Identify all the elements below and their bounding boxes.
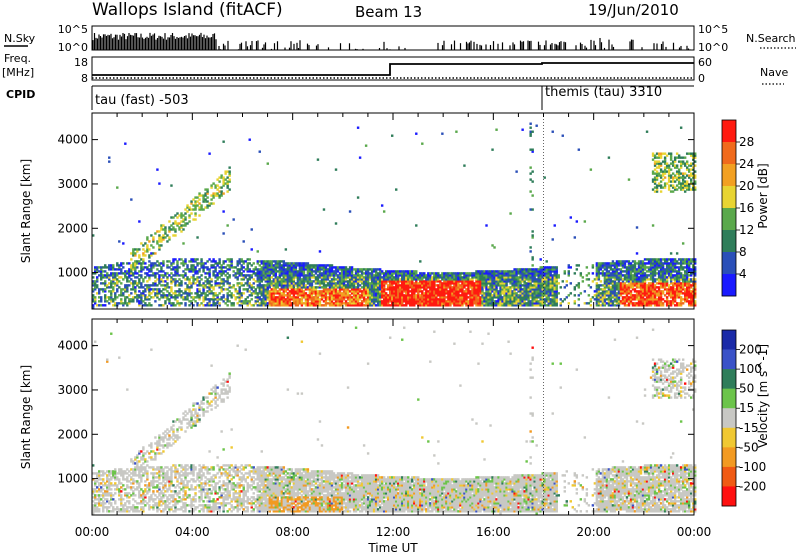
- cpid-strip: tau (fast) -503 themis (tau) 3310: [91, 85, 694, 110]
- power-x-ticks: [91, 113, 695, 309]
- x-tick-label: 00:00: [677, 525, 712, 539]
- nsky-label: N.Sky: [4, 32, 36, 45]
- beam-title: Beam 13: [355, 3, 422, 21]
- colorbar-tick-label: 8: [739, 245, 747, 259]
- colorbar-swatch: [722, 252, 736, 275]
- colorbar-swatch: [722, 486, 736, 507]
- y-tick-label: 1000: [57, 472, 88, 486]
- x-tick-label: 04:00: [175, 525, 210, 539]
- nsky-strip: 10^5 10^0 10^5 10^0: [58, 23, 728, 54]
- power-colorbar-label: Power [dB]: [756, 163, 770, 228]
- velocity-ylabel: Slant Range [km]: [19, 365, 33, 469]
- y-tick-label: 1000: [57, 266, 88, 280]
- colorbar-swatch: [722, 142, 736, 165]
- power-panel: 1000 2000 3000 4000 Slant Range [km]: [19, 112, 697, 310]
- nsky-tick-left-bottom: 10^0: [58, 41, 88, 54]
- y-tick-label: 3000: [57, 383, 88, 397]
- nsky-tick-right-top: 10^5: [698, 23, 728, 36]
- xaxis-label: Time UT: [367, 541, 418, 554]
- colorbar-swatch: [722, 230, 736, 253]
- y-tick-label: 2000: [57, 427, 88, 441]
- colorbar-tick-label: -100: [739, 460, 766, 474]
- y-tick-label: 4000: [57, 339, 88, 353]
- colorbar-tick-label: -200: [739, 479, 766, 493]
- station-title: Wallops Island (fitACF): [92, 0, 283, 20]
- colorbar-tick-label: 24: [739, 157, 754, 171]
- colorbar-tick-label: 50: [739, 382, 754, 396]
- colorbar-swatch: [722, 447, 736, 468]
- colorbar-tick-label: 4: [739, 267, 747, 281]
- colorbar-tick-label: 20: [739, 179, 754, 193]
- freq-tick-bottom: 8: [81, 72, 88, 85]
- nsky-data: [92, 32, 691, 50]
- x-tick-label: 20:00: [576, 525, 611, 539]
- x-tick-label: 00:00: [75, 525, 110, 539]
- y-tick-label: 3000: [57, 177, 88, 191]
- freq-unit-label: [MHz]: [2, 66, 34, 79]
- velocity-panel: 1000 2000 3000 4000 Slant Range [km]: [19, 318, 697, 516]
- x-tick-label: 08:00: [275, 525, 310, 539]
- colorbar-tick-label: -15: [739, 421, 759, 435]
- time-axis-labels: 00:00 04:00 08:00 12:00 16:00 20:00 00:00: [75, 525, 712, 539]
- colorbar-swatch: [722, 120, 736, 143]
- nsky-tick-right-bottom: 10^0: [698, 41, 728, 54]
- colorbar-tick-label: 100: [739, 362, 762, 376]
- colorbar-swatch: [722, 349, 736, 370]
- velocity-colorbar: 200 100 50 15 -15 -50 -100 -200: [721, 329, 766, 507]
- velocity-heatmap: [92, 319, 697, 515]
- colorbar-swatch: [722, 208, 736, 231]
- frequency-line: [92, 62, 694, 76]
- colorbar-swatch: [722, 408, 736, 429]
- y-tick-label: 2000: [57, 221, 88, 235]
- colorbar-swatch: [722, 186, 736, 209]
- cpid-label: CPID: [6, 88, 35, 101]
- colorbar-swatch: [722, 427, 736, 448]
- x-tick-label: 16:00: [476, 525, 511, 539]
- velocity-y-axis: 1000 2000 3000 4000: [57, 339, 694, 486]
- nave-tick-bottom: 0: [698, 72, 705, 85]
- velocity-x-ticks: [91, 319, 695, 515]
- colorbar-tick-label: 12: [739, 223, 754, 237]
- power-colorbar: 4 8 12 16 20 24 28: [721, 119, 754, 297]
- colorbar-tick-label: 15: [739, 401, 754, 415]
- nave-label: Nave: [760, 66, 788, 79]
- colorbar-swatch: [722, 466, 736, 487]
- colorbar-swatch: [722, 164, 736, 187]
- colorbar-tick-label: -50: [739, 440, 759, 454]
- nave-tick-top: 60: [698, 56, 712, 69]
- colorbar-swatch: [722, 369, 736, 389]
- freq-strip: 18 8 60 0: [74, 56, 712, 85]
- colorbar-swatch: [722, 274, 736, 297]
- colorbar-tick-label: 16: [739, 201, 754, 215]
- freq-label: Freq.: [4, 52, 31, 65]
- y-tick-label: 4000: [57, 133, 88, 147]
- nsky-tick-left-top: 10^5: [58, 23, 88, 36]
- x-tick-label: 12:00: [376, 525, 411, 539]
- power-y-axis: 1000 2000 3000 4000: [57, 133, 694, 280]
- cpid-segment-2: themis (tau) 3310: [545, 85, 662, 100]
- colorbar-swatch: [722, 330, 736, 350]
- power-heatmap: [92, 113, 697, 309]
- colorbar-tick-label: 200: [739, 343, 762, 357]
- freq-tick-top: 18: [74, 56, 88, 69]
- cpid-segment-1: tau (fast) -503: [95, 93, 189, 108]
- date-title: 19/Jun/2010: [588, 1, 679, 19]
- velocity-colorbar-label: Velocity [m s^-1]: [756, 344, 770, 448]
- colorbar-swatch: [722, 388, 736, 409]
- nsearch-label: N.Search: [746, 32, 796, 45]
- colorbar-tick-label: 28: [739, 135, 754, 149]
- power-ylabel: Slant Range [km]: [19, 159, 33, 263]
